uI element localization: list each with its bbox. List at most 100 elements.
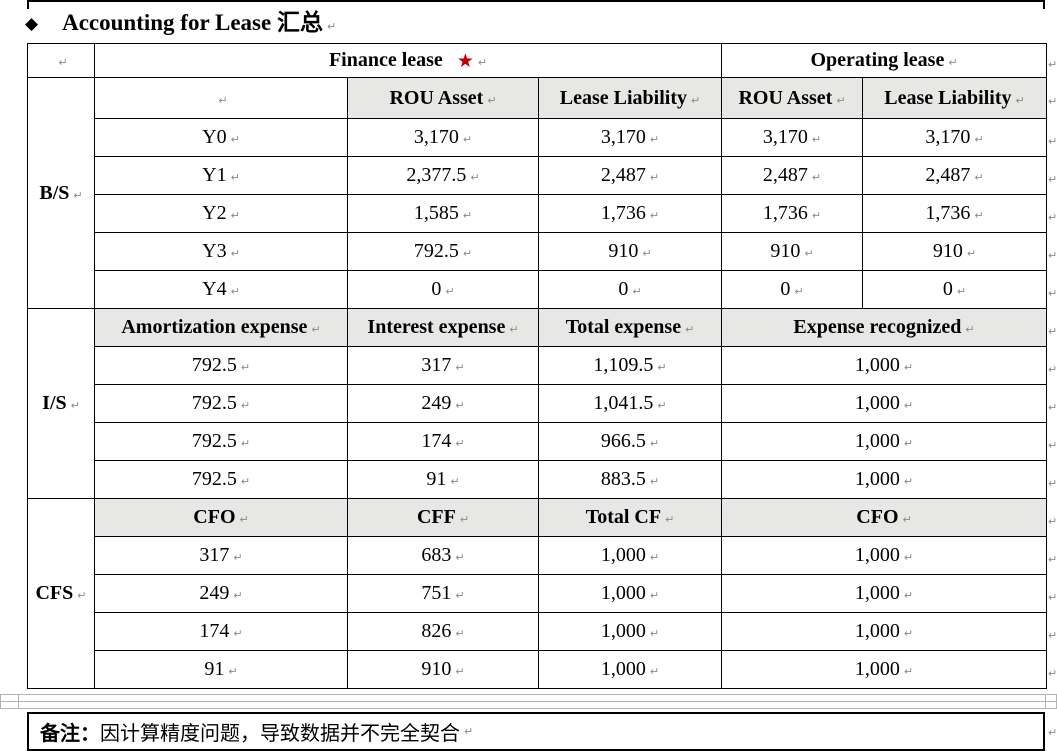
table-cell: 883.5 bbox=[537, 460, 723, 499]
table-cell: 174 bbox=[347, 422, 539, 461]
table-cell: 792.5 bbox=[347, 232, 539, 271]
pilcrow-mark bbox=[1048, 586, 1057, 600]
pilcrow-mark bbox=[1048, 662, 1057, 676]
table-row: 249 751 1,000 1,000 bbox=[28, 574, 1048, 613]
table-cell: 3,170 bbox=[537, 118, 723, 157]
table-row: 792.5 174 966.5 1,000 bbox=[28, 422, 1048, 461]
pilcrow-mark bbox=[1048, 434, 1057, 448]
table-cell: 2,487 bbox=[862, 156, 1048, 195]
separator-row-right-cell bbox=[1045, 701, 1057, 709]
page-title: ◆ Accounting for Lease 汇总 bbox=[25, 9, 336, 37]
row-label: Y3 bbox=[94, 232, 348, 271]
table-cell: 2,487 bbox=[721, 156, 864, 195]
page-title-text: Accounting for Lease 汇总 bbox=[62, 10, 323, 35]
column-header-operating-rou: ROU Asset bbox=[721, 77, 864, 119]
table-row: 174 826 1,000 1,000 bbox=[28, 612, 1048, 651]
column-header-finance-rou: ROU Asset bbox=[347, 77, 539, 119]
finance-lease-header: Finance lease ★ bbox=[93, 43, 723, 78]
row-label: Y2 bbox=[94, 194, 348, 233]
section-label-is: I/S bbox=[27, 308, 95, 499]
table-cell: 3,170 bbox=[721, 118, 864, 157]
table-cell: 0 bbox=[537, 270, 723, 309]
table-cell: 1,109.5 bbox=[537, 346, 723, 385]
table-cell: 0 bbox=[721, 270, 864, 309]
table-cell: 2,487 bbox=[537, 156, 723, 195]
star-icon: ★ bbox=[456, 50, 474, 72]
table-cell: 317 bbox=[347, 346, 539, 385]
pilcrow-mark bbox=[1048, 721, 1057, 735]
table-cell: 3,170 bbox=[862, 118, 1048, 157]
table-row: Y2 1,585 1,736 1,736 1,736 bbox=[28, 194, 1048, 233]
pilcrow-mark bbox=[1048, 90, 1057, 104]
pilcrow-mark bbox=[1048, 624, 1057, 638]
table-cell: 91 bbox=[347, 460, 539, 499]
table-cell: 792.5 bbox=[94, 460, 348, 499]
column-header-amortization: Amortization expense bbox=[94, 308, 348, 347]
pilcrow-mark bbox=[1048, 548, 1057, 562]
table-cell: 1,000 bbox=[537, 612, 723, 651]
table-cell: 1,585 bbox=[347, 194, 539, 233]
table-cell: 792.5 bbox=[94, 346, 348, 385]
previous-table-bottom-border bbox=[27, 0, 1045, 2]
column-header-expense-recognized: Expense recognized bbox=[721, 308, 1048, 347]
table-cell: 792.5 bbox=[94, 422, 348, 461]
table-cell: 1,041.5 bbox=[537, 384, 723, 423]
table-row: 792.5 249 1,041.5 1,000 bbox=[28, 384, 1048, 423]
column-header-interest: Interest expense bbox=[347, 308, 539, 347]
corner-cell bbox=[27, 43, 95, 78]
empty-header-cell bbox=[94, 77, 348, 119]
pilcrow-mark bbox=[1048, 358, 1057, 372]
section-label-bs: B/S bbox=[27, 77, 95, 309]
table-cell: 91 bbox=[94, 650, 348, 689]
table-cell: 174 bbox=[94, 612, 348, 651]
lease-summary-table: Finance lease ★ Operating lease B/S ROU A… bbox=[27, 43, 1048, 689]
note-text: 因计算精度问题，导致数据并不完全契合 bbox=[100, 723, 460, 745]
previous-table-left-corner bbox=[27, 0, 29, 9]
table-cell: 1,000 bbox=[721, 650, 1048, 689]
table-cell: 1,000 bbox=[721, 346, 1048, 385]
table-cell: 317 bbox=[94, 536, 348, 575]
pilcrow-mark bbox=[1048, 320, 1057, 334]
pilcrow-mark bbox=[1048, 168, 1057, 182]
table-cell: 0 bbox=[862, 270, 1048, 309]
table-cell: 1,000 bbox=[721, 384, 1048, 423]
table-row: Y0 3,170 3,170 3,170 3,170 bbox=[28, 118, 1048, 157]
table-cell: 1,000 bbox=[721, 574, 1048, 613]
table-cell: 1,000 bbox=[537, 650, 723, 689]
table-row: 317 683 1,000 1,000 bbox=[28, 536, 1048, 575]
operating-lease-header: Operating lease bbox=[721, 43, 1048, 78]
pilcrow-mark bbox=[1048, 206, 1057, 220]
table-cell: 966.5 bbox=[537, 422, 723, 461]
pilcrow-mark bbox=[1048, 130, 1057, 144]
table-cell: 249 bbox=[347, 384, 539, 423]
table-cell: 2,377.5 bbox=[347, 156, 539, 195]
finance-lease-label: Finance lease bbox=[328, 49, 443, 71]
table-row: Y4 0 0 0 0 bbox=[28, 270, 1048, 309]
table-row: 91 910 1,000 1,000 bbox=[28, 650, 1048, 689]
table-cell: 1,736 bbox=[721, 194, 864, 233]
table-row: 792.5 91 883.5 1,000 bbox=[28, 460, 1048, 499]
table-cell: 249 bbox=[94, 574, 348, 613]
table-row: Y3 792.5 910 910 910 bbox=[28, 232, 1048, 271]
table-row: Y1 2,377.5 2,487 2,487 2,487 bbox=[28, 156, 1048, 195]
table-cell: 1,000 bbox=[721, 536, 1048, 575]
table-cell: 792.5 bbox=[94, 384, 348, 423]
table-cell: 1,736 bbox=[862, 194, 1048, 233]
pilcrow-mark bbox=[1048, 396, 1057, 410]
pilcrow-mark bbox=[1048, 53, 1057, 67]
column-header-operating-liability: Lease Liability bbox=[862, 77, 1048, 119]
previous-table-right-corner bbox=[1043, 0, 1045, 9]
table-cell: 1,000 bbox=[721, 460, 1048, 499]
separator-row bbox=[18, 701, 1046, 709]
pilcrow-mark bbox=[1048, 472, 1057, 486]
table-cell: 910 bbox=[537, 232, 723, 271]
table-cell: 751 bbox=[347, 574, 539, 613]
table-row: 792.5 317 1,109.5 1,000 bbox=[28, 346, 1048, 385]
column-header-cff: CFF bbox=[347, 498, 539, 537]
table-cell: 1,000 bbox=[721, 422, 1048, 461]
table-cell: 910 bbox=[862, 232, 1048, 271]
column-header-cfo: CFO bbox=[94, 498, 348, 537]
column-header-operating-cfo: CFO bbox=[721, 498, 1048, 537]
pilcrow-mark bbox=[1048, 282, 1057, 296]
table-cell: 910 bbox=[721, 232, 864, 271]
